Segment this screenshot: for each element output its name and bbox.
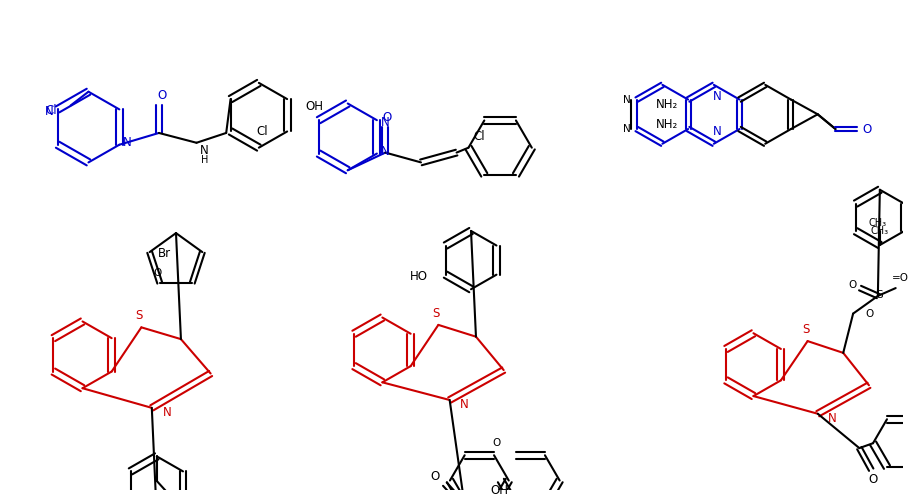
Text: O: O	[430, 470, 440, 483]
Text: NH₂: NH₂	[656, 118, 679, 130]
Text: N: N	[712, 90, 722, 103]
Text: N: N	[623, 95, 630, 105]
Text: S: S	[136, 309, 143, 322]
Text: Cl: Cl	[256, 125, 268, 138]
Text: HO: HO	[410, 270, 428, 283]
Text: N: N	[163, 406, 172, 419]
Text: N: N	[381, 145, 389, 158]
Text: NH₂: NH₂	[656, 98, 679, 111]
Text: H: H	[200, 155, 208, 165]
Text: N: N	[46, 105, 54, 118]
Text: Cl: Cl	[474, 129, 486, 143]
Text: S: S	[802, 323, 809, 336]
Text: OH: OH	[305, 101, 322, 114]
Text: CH₃: CH₃	[871, 226, 889, 236]
Text: O: O	[383, 111, 392, 124]
Text: S: S	[433, 307, 440, 320]
Text: N: N	[381, 116, 389, 128]
Text: OH: OH	[490, 484, 508, 497]
Text: O: O	[154, 268, 162, 278]
Text: O: O	[848, 280, 856, 290]
Text: N: N	[828, 412, 837, 425]
Text: O: O	[868, 473, 878, 486]
Text: N: N	[623, 124, 630, 134]
Text: O: O	[158, 89, 167, 102]
Text: Cl: Cl	[46, 104, 56, 117]
Text: =O: =O	[892, 273, 909, 283]
Text: N: N	[123, 136, 131, 149]
Text: O: O	[865, 309, 874, 319]
Text: N: N	[200, 144, 209, 157]
Text: O: O	[492, 438, 500, 449]
Text: Br: Br	[159, 247, 171, 260]
Text: S: S	[876, 290, 883, 300]
Text: N: N	[460, 398, 469, 411]
Text: O: O	[863, 123, 872, 135]
Text: CH₃: CH₃	[869, 219, 887, 229]
Text: N: N	[712, 125, 722, 138]
